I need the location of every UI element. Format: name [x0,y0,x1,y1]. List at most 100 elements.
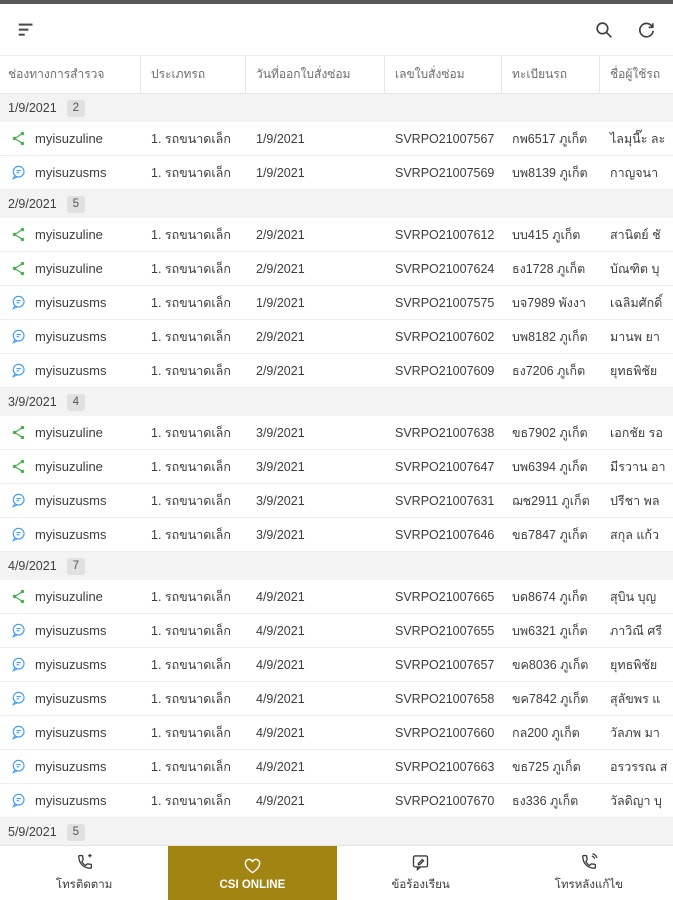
channel-cell: myisuzuline [0,458,141,475]
plate-cell: ขค7842 ภูเก็ต [512,691,589,706]
table-row[interactable]: myisuzusms 1. รถขนาดเล็ก 2/9/2021 SVRPO2100… [0,320,673,354]
sms-chat-icon [10,758,27,775]
plate-cell: ธง7206 ภูเก็ต [512,363,586,378]
column-header-customer: ชื่อผู้ใช้รถ [610,67,661,81]
vehicle-type-cell: 1. รถขนาดเล็ก [151,527,231,542]
group-header-row[interactable]: 2/9/2021 5 [0,190,673,218]
channel-name: myisuzusms [35,363,107,378]
vehicle-type-cell: 1. รถขนาดเล็ก [151,759,231,774]
order-no-cell: SVRPO21007609 [395,363,495,378]
table-row[interactable]: myisuzusms 1. รถขนาดเล็ก 4/9/2021 SVRPO2100… [0,716,673,750]
customer-name-cell: บัณฑิต บุ [610,261,660,276]
order-date-cell: 3/9/2021 [256,527,305,542]
channel-cell: myisuzusms [0,622,141,639]
plate-cell: บพ8182 ภูเก็ต [512,329,588,344]
table-row[interactable]: myisuzusms 1. รถขนาดเล็ก 1/9/2021 SVRPO2100… [0,156,673,190]
channel-name: myisuzusms [35,725,107,740]
order-date-cell: 4/9/2021 [256,589,305,604]
group-header-row[interactable]: 1/9/2021 2 [0,94,673,122]
table-row[interactable]: myisuzusms 1. รถขนาดเล็ก 4/9/2021 SVRPO2100… [0,614,673,648]
plate-cell: ฌช2911 ภูเก็ต [512,493,590,508]
plate-cell: กล200 ภูเก็ต [512,725,580,740]
vehicle-type-cell: 1. รถขนาดเล็ก [151,261,231,276]
sort-filter-button[interactable] [16,19,38,41]
tab-call-followup[interactable]: โทรติดตาม [0,846,168,900]
refresh-button[interactable] [635,19,657,41]
customer-name-cell: เอกชัย รอ [610,425,663,440]
plate-cell: บด8674 ภูเก็ต [512,589,588,604]
sms-chat-icon [10,362,27,379]
order-no-cell: SVRPO21007569 [395,165,495,180]
channel-cell: myisuzusms [0,328,141,345]
order-no-cell: SVRPO21007646 [395,527,495,542]
channel-name: myisuzusms [35,793,107,808]
vehicle-type-cell: 1. รถขนาดเล็ก [151,425,231,440]
channel-cell: myisuzusms [0,758,141,775]
table-row[interactable]: myisuzuline 1. รถขนาดเล็ก 4/9/2021 SVRPO210… [0,580,673,614]
table-row[interactable]: myisuzusms 1. รถขนาดเล็ก 4/9/2021 SVRPO2100… [0,784,673,818]
order-date-cell: 4/9/2021 [256,793,305,808]
table-row[interactable]: myisuzusms 1. รถขนาดเล็ก 1/9/2021 SVRPO2100… [0,286,673,320]
channel-cell: myisuzusms [0,526,141,543]
channel-cell: myisuzuline [0,226,141,243]
customer-name-cell: อรวรรณ ส [610,759,668,774]
search-button[interactable] [593,19,615,41]
vehicle-type-cell: 1. รถขนาดเล็ก [151,725,231,740]
channel-name: myisuzusms [35,493,107,508]
table-row[interactable]: myisuzusms 1. รถขนาดเล็ก 4/9/2021 SVRPO2100… [0,682,673,716]
sms-chat-icon [10,328,27,345]
plate-cell: ธง336 ภูเก็ต [512,793,579,808]
group-date: 3/9/2021 [8,395,57,409]
tab-complaints[interactable]: ข้อร้องเรียน [337,846,505,900]
table-row[interactable]: myisuzuline 1. รถขนาดเล็ก 2/9/2021 SVRPO210… [0,252,673,286]
channel-cell: myisuzuline [0,424,141,441]
channel-cell: myisuzuline [0,260,141,277]
group-count-badge: 5 [66,195,86,213]
vehicle-type-cell: 1. รถขนาดเล็ก [151,363,231,378]
table-row[interactable]: myisuzusms 1. รถขนาดเล็ก 4/9/2021 SVRPO2100… [0,648,673,682]
order-no-cell: SVRPO21007647 [395,459,495,474]
order-date-cell: 4/9/2021 [256,691,305,706]
order-date-cell: 1/9/2021 [256,165,305,180]
customer-name-cell: ยุทธพิชัย [610,363,658,378]
tab-label: โทรหลังแก้ไข [554,879,623,891]
channel-cell: myisuzusms [0,492,141,509]
group-header-row[interactable]: 4/9/2021 7 [0,552,673,580]
order-date-cell: 1/9/2021 [256,295,305,310]
order-no-cell: SVRPO21007602 [395,329,495,344]
order-no-cell: SVRPO21007658 [395,691,495,706]
tab-call-after-fix[interactable]: โทรหลังแก้ไข [505,846,673,900]
table-row[interactable]: myisuzusms 1. รถขนาดเล็ก 3/9/2021 SVRPO2100… [0,484,673,518]
channel-cell: myisuzusms [0,656,141,673]
table-row[interactable]: myisuzuline 1. รถขนาดเล็ก 3/9/2021 SVRPO210… [0,450,673,484]
group-count-badge: 7 [66,557,86,575]
table-row[interactable]: myisuzusms 1. รถขนาดเล็ก 3/9/2021 SVRPO2100… [0,518,673,552]
table-row[interactable]: myisuzusms 1. รถขนาดเล็ก 4/9/2021 SVRPO2100… [0,750,673,784]
group-date: 4/9/2021 [8,559,57,573]
customer-name-cell: ไลมุนี๊ะ ละ [610,131,666,146]
group-count-badge: 4 [66,393,86,411]
customer-name-cell: สกุล แก้ว [610,527,659,542]
order-date-cell: 4/9/2021 [256,759,305,774]
complaint-bubble-icon [410,852,431,873]
table-row[interactable]: myisuzuline 1. รถขนาดเล็ก 3/9/2021 SVRPO210… [0,416,673,450]
group-date: 5/9/2021 [8,825,57,839]
plate-cell: บพ6394 ภูเก็ต [512,459,588,474]
tab-csi-online[interactable]: CSI ONLINE [168,846,337,900]
order-no-cell: SVRPO21007567 [395,131,495,146]
tab-label: ข้อร้องเรียน [391,879,450,891]
table-row[interactable]: myisuzuline 1. รถขนาดเล็ก 2/9/2021 SVRPO210… [0,218,673,252]
channel-name: myisuzuline [35,131,103,146]
plate-cell: ขธ7847 ภูเก็ต [512,527,588,542]
sms-chat-icon [10,724,27,741]
table-row[interactable]: myisuzusms 1. รถขนาดเล็ก 2/9/2021 SVRPO2100… [0,354,673,388]
vehicle-type-cell: 1. รถขนาดเล็ก [151,691,231,706]
add-call-icon [74,852,95,873]
plate-cell: ขธ7902 ภูเก็ต [512,425,588,440]
table-header-row: ช่องทางการสำรวจ ประเภทรถ วันที่ออกใบสั่ง… [0,56,673,94]
group-header-row[interactable]: 3/9/2021 4 [0,388,673,416]
line-share-icon [10,458,27,475]
table-row[interactable]: myisuzuline 1. รถขนาดเล็ก 1/9/2021 SVRPO210… [0,122,673,156]
group-header-row[interactable]: 5/9/2021 5 [0,818,673,845]
